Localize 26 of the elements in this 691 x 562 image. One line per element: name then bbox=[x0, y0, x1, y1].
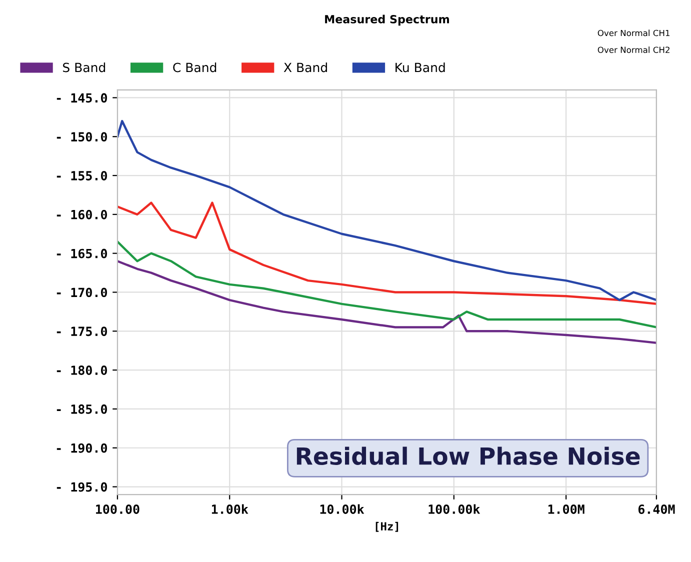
y-tick-label: - 175.0 bbox=[56, 326, 107, 336]
x-axis-title: [Hz] bbox=[376, 522, 398, 532]
x-tick-label: 100.00k bbox=[428, 504, 480, 514]
y-tick-label: - 180.0 bbox=[56, 366, 107, 375]
legend-label: Ku Band bbox=[396, 62, 445, 72]
y-tick-label: - 165.0 bbox=[56, 248, 107, 258]
x-tick-label: 6.40M bbox=[638, 504, 675, 514]
y-tick-label: - 150.0 bbox=[56, 132, 107, 142]
y-tick-label: - 195.0 bbox=[56, 482, 107, 492]
y-tick-label: - 185.0 bbox=[56, 404, 107, 414]
legend-label: X Band bbox=[284, 62, 327, 72]
text: Over Normal CH1 bbox=[598, 30, 670, 36]
legend-label: C Band bbox=[173, 62, 216, 72]
y-tick-label: - 145.0 bbox=[56, 93, 107, 103]
text: Over Normal CH2 bbox=[598, 46, 670, 53]
x-tick-label: 1.00k bbox=[212, 504, 248, 514]
x-tick-label: 10.00k bbox=[320, 504, 364, 514]
chart-title: Measured Spectrum bbox=[325, 14, 449, 26]
legend-label: S Band bbox=[63, 62, 106, 72]
annotation: Residual Low Phase Noise bbox=[296, 446, 640, 465]
y-tick-label: - 155.0 bbox=[56, 170, 107, 180]
x-tick-label: 100.00 bbox=[96, 504, 140, 514]
y-tick-label: - 190.0 bbox=[56, 443, 107, 453]
y-tick-label: - 160.0 bbox=[56, 210, 107, 220]
y-tick-label: - 170.0 bbox=[56, 288, 107, 298]
x-tick-label: 1.00M bbox=[548, 504, 584, 514]
